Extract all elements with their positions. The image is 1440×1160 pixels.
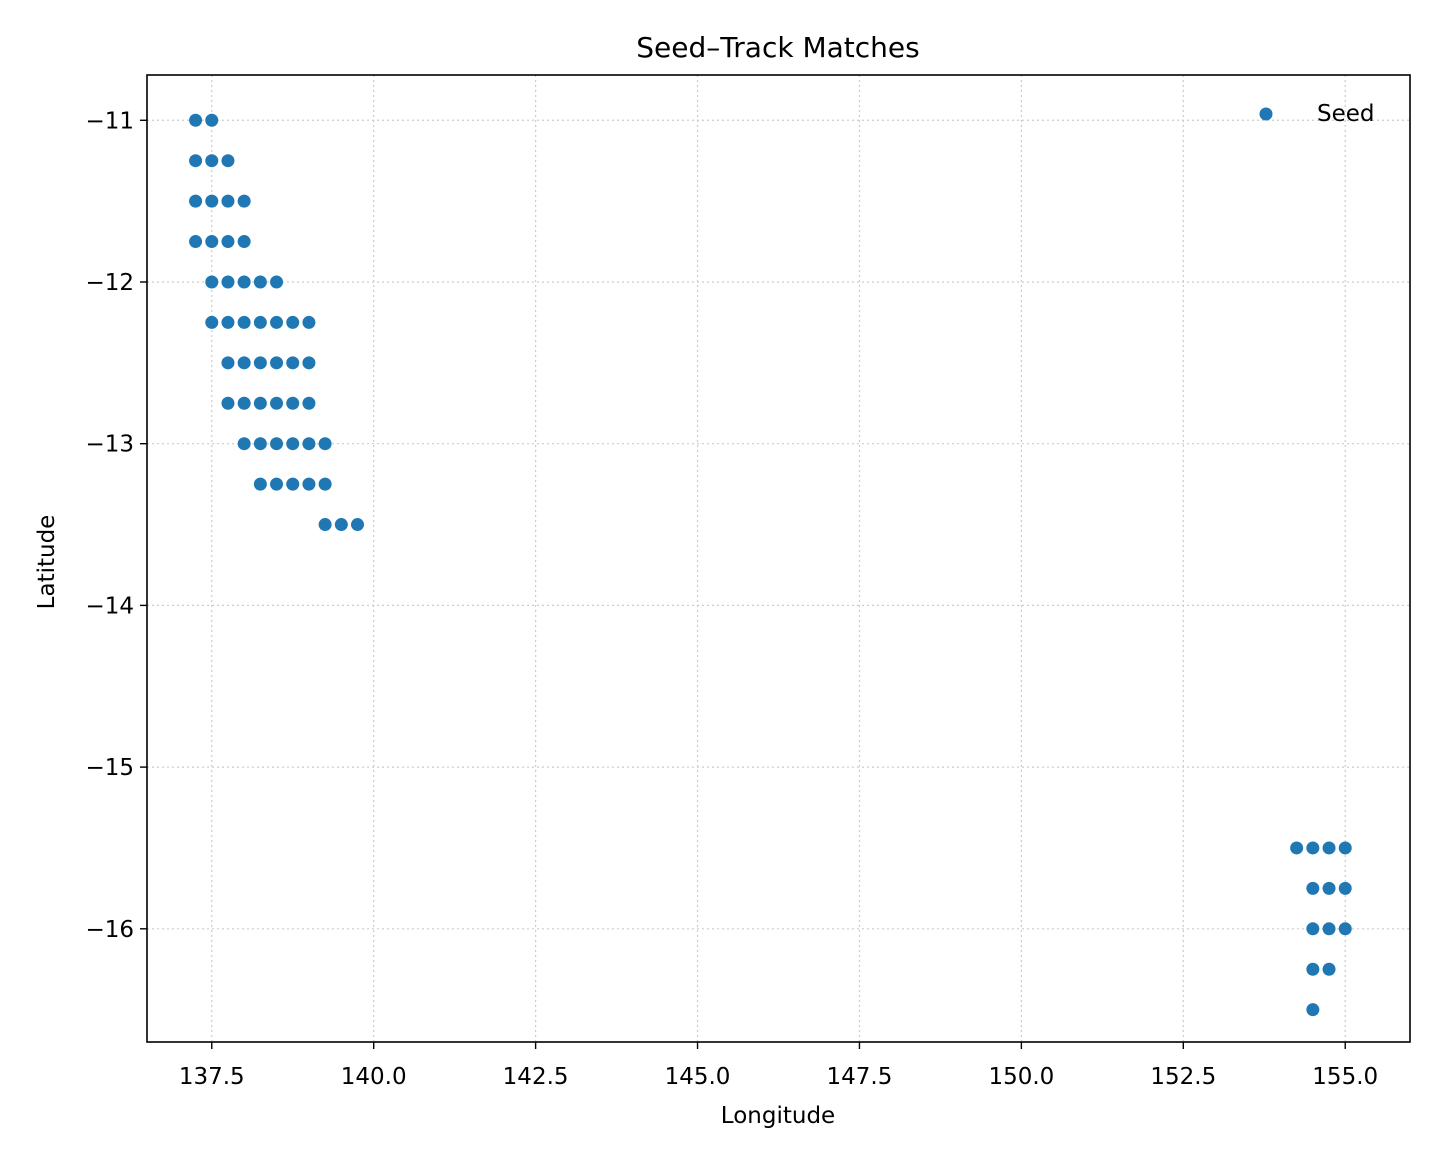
data-point bbox=[189, 235, 203, 249]
x-tick-label: 140.0 bbox=[341, 1064, 407, 1090]
y-tick-label: −16 bbox=[85, 917, 134, 943]
y-tick-label: −13 bbox=[85, 432, 134, 458]
data-point bbox=[270, 437, 284, 451]
data-point bbox=[253, 477, 267, 491]
data-point bbox=[1306, 922, 1320, 936]
data-point bbox=[270, 275, 284, 289]
data-point bbox=[253, 437, 267, 451]
y-tick-label: −11 bbox=[85, 108, 134, 134]
data-point bbox=[221, 154, 235, 168]
data-point bbox=[189, 154, 203, 168]
data-point bbox=[1290, 841, 1304, 855]
data-point bbox=[318, 477, 332, 491]
data-point bbox=[1322, 881, 1336, 895]
data-point bbox=[1338, 922, 1352, 936]
data-point bbox=[221, 194, 235, 208]
data-point bbox=[302, 437, 316, 451]
legend-label-seed: Seed bbox=[1317, 101, 1375, 127]
plot-frame bbox=[146, 74, 1411, 1043]
data-point bbox=[237, 235, 251, 249]
data-point bbox=[237, 275, 251, 289]
data-point bbox=[237, 315, 251, 329]
data-point bbox=[221, 356, 235, 370]
x-tick-label: 147.5 bbox=[827, 1064, 893, 1090]
data-point bbox=[221, 396, 235, 410]
y-tick-label: −12 bbox=[85, 270, 134, 296]
data-points bbox=[189, 113, 1352, 1017]
y-axis-label: Latitude bbox=[34, 515, 60, 610]
data-point bbox=[189, 113, 203, 127]
data-point bbox=[253, 315, 267, 329]
data-point bbox=[286, 477, 300, 491]
data-point bbox=[237, 437, 251, 451]
data-point bbox=[318, 437, 332, 451]
data-point bbox=[205, 194, 219, 208]
data-point bbox=[302, 477, 316, 491]
data-point bbox=[302, 356, 316, 370]
y-tick-label: −14 bbox=[85, 593, 134, 619]
data-point bbox=[270, 356, 284, 370]
data-point bbox=[1322, 841, 1336, 855]
data-point bbox=[334, 518, 348, 532]
data-point bbox=[1322, 922, 1336, 936]
data-point bbox=[302, 396, 316, 410]
data-point bbox=[237, 396, 251, 410]
chart-title: Seed–Track Matches bbox=[636, 31, 919, 64]
data-point bbox=[286, 437, 300, 451]
data-point bbox=[286, 315, 300, 329]
data-point bbox=[270, 477, 284, 491]
data-point bbox=[270, 396, 284, 410]
y-axis-ticks: −11 −12 −13 −14 −15 −16 bbox=[85, 108, 147, 943]
data-point bbox=[221, 275, 235, 289]
data-point bbox=[1306, 1003, 1320, 1017]
data-point bbox=[221, 315, 235, 329]
y-tick-label: −15 bbox=[85, 755, 134, 781]
data-point bbox=[286, 356, 300, 370]
data-point bbox=[205, 113, 219, 127]
legend: Seed bbox=[1259, 101, 1375, 127]
data-point bbox=[1322, 962, 1336, 976]
data-point bbox=[1306, 881, 1320, 895]
data-point bbox=[205, 315, 219, 329]
data-point bbox=[189, 194, 203, 208]
data-point bbox=[205, 154, 219, 168]
data-point bbox=[1306, 841, 1320, 855]
data-point bbox=[205, 275, 219, 289]
data-point bbox=[253, 356, 267, 370]
x-tick-label: 137.5 bbox=[179, 1064, 245, 1090]
data-point bbox=[237, 194, 251, 208]
legend-marker-seed bbox=[1259, 107, 1273, 121]
x-tick-label: 150.0 bbox=[988, 1064, 1054, 1090]
data-point bbox=[1338, 841, 1352, 855]
data-point bbox=[205, 235, 219, 249]
data-point bbox=[253, 275, 267, 289]
data-point bbox=[1338, 881, 1352, 895]
x-tick-label: 152.5 bbox=[1150, 1064, 1216, 1090]
data-point bbox=[270, 315, 284, 329]
x-tick-label: 145.0 bbox=[665, 1064, 731, 1090]
x-tick-label: 155.0 bbox=[1312, 1064, 1378, 1090]
data-point bbox=[1306, 962, 1320, 976]
data-point bbox=[302, 315, 316, 329]
data-point bbox=[351, 518, 364, 532]
data-point bbox=[237, 356, 251, 370]
data-point bbox=[286, 396, 300, 410]
x-tick-label: 142.5 bbox=[503, 1064, 569, 1090]
grid bbox=[147, 75, 1410, 1042]
data-point bbox=[318, 518, 332, 532]
data-point bbox=[253, 396, 267, 410]
data-point bbox=[221, 235, 235, 249]
x-axis-ticks: 137.5 140.0 142.5 145.0 147.5 150.0 152.5 155.0 bbox=[179, 1042, 1378, 1090]
x-axis-label: Longitude bbox=[721, 1103, 835, 1129]
